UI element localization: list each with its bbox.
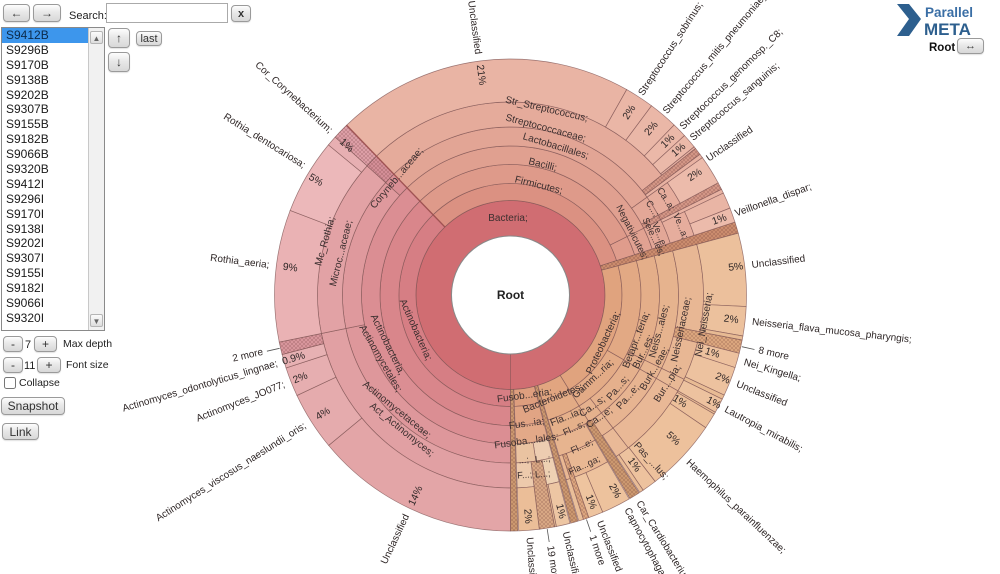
svg-text:2 more: 2 more (231, 347, 264, 365)
svg-text:Bacteria;: Bacteria; (488, 213, 527, 224)
svg-text:9%: 9% (282, 262, 298, 275)
svg-text:Unclassified: Unclassified (379, 513, 412, 566)
svg-text:1%: 1% (553, 503, 567, 520)
svg-text:Actinomyces_viscosus_naeslundi: Actinomyces_viscosus_naeslundii_oris; (154, 421, 308, 524)
svg-text:Nei_Kingella;: Nei_Kingella; (742, 357, 802, 384)
svg-text:2%: 2% (292, 371, 310, 387)
svg-text:Neisseria_flava_mucosa_pharyng: Neisseria_flava_mucosa_pharyngis; (751, 317, 912, 346)
svg-text:5%: 5% (728, 261, 744, 274)
svg-text:Veillonella_dispar;: Veillonella_dispar; (734, 182, 814, 220)
svg-text:L...;: L...; (535, 468, 551, 479)
svg-text:Rothia_dentocariosa;: Rothia_dentocariosa; (221, 112, 307, 171)
svg-text:Root: Root (497, 288, 524, 302)
svg-text:1%: 1% (711, 212, 729, 227)
svg-text:Unclassified: Unclassified (704, 125, 755, 165)
svg-text:Unclassified: Unclassified (735, 379, 789, 409)
svg-text:Fus...ia;: Fus...ia; (508, 416, 545, 432)
svg-text:Parallel: Parallel (925, 5, 973, 20)
svg-text:2%: 2% (723, 314, 739, 327)
svg-text:1%: 1% (704, 346, 721, 361)
svg-text:1%: 1% (583, 493, 599, 511)
svg-text:L...;: L...; (535, 453, 551, 464)
svg-text:Haemophilus_parainfluenzae;: Haemophilus_parainfluenzae; (684, 457, 788, 556)
svg-text:META: META (924, 20, 971, 39)
svg-text:2%: 2% (521, 508, 533, 524)
svg-text:8 more: 8 more (757, 345, 790, 363)
svg-text:Cor_Corynebacterium;: Cor_Corynebacterium; (253, 60, 335, 136)
svg-text:...;: ...; (518, 455, 529, 466)
svg-text:Actinomyces_odontolyticus_ling: Actinomyces_odontolyticus_lingnae; (121, 358, 279, 414)
svg-text:19 more: 19 more (544, 545, 561, 574)
svg-text:21%: 21% (474, 64, 488, 86)
svg-text:Rothia_aeria;: Rothia_aeria; (210, 253, 270, 271)
svg-text:Lautropia_mirabilis;: Lautropia_mirabilis; (722, 404, 804, 454)
svg-text:Unclassified: Unclassified (560, 531, 583, 574)
svg-text:F...;: F...; (517, 469, 533, 480)
svg-text:Unclassified: Unclassified (465, 0, 483, 55)
svg-text:Unclassified: Unclassified (751, 254, 806, 271)
svg-text:2%: 2% (714, 371, 732, 387)
svg-text:Unclassified: Unclassified (523, 537, 538, 574)
